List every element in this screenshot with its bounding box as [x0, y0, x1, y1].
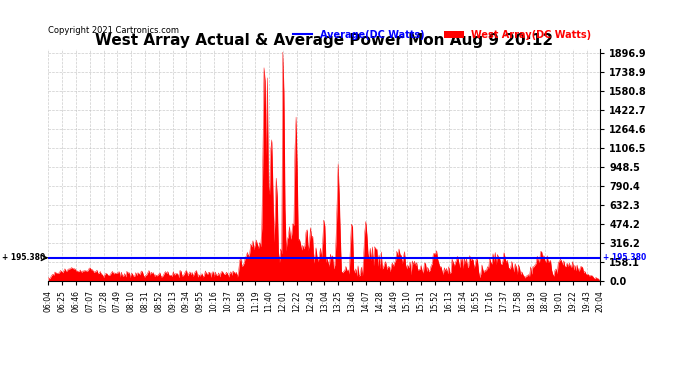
- Text: + 195.380: + 195.380: [2, 253, 46, 262]
- Title: West Array Actual & Average Power Mon Aug 9 20:12: West Array Actual & Average Power Mon Au…: [95, 33, 553, 48]
- Text: Copyright 2021 Cartronics.com: Copyright 2021 Cartronics.com: [48, 26, 179, 35]
- Text: + 195.380: + 195.380: [603, 253, 647, 262]
- Legend: Average(DC Watts), West Array(DC Watts): Average(DC Watts), West Array(DC Watts): [289, 26, 595, 44]
